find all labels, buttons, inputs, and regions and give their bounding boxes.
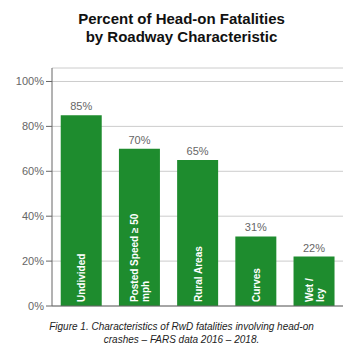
svg-text:0%: 0% — [28, 300, 44, 312]
html-text:by Roadway Characteristic: by Roadway Characteristic — [85, 28, 278, 45]
svg-text:65%: 65% — [187, 145, 209, 157]
html-text:Figure 1. Characteristics of R: Figure 1. Characteristics of RwD fatalit… — [49, 321, 314, 345]
svg-text:Curves: Curves — [250, 268, 261, 302]
svg-text:31%: 31% — [245, 221, 267, 233]
svg-text:Rural Areas: Rural Areas — [192, 246, 203, 302]
svg-text:Posted Speed ≥ 50mph: Posted Speed ≥ 50mph — [128, 213, 150, 302]
svg-text:100%: 100% — [16, 75, 44, 87]
svg-text:85%: 85% — [70, 100, 92, 112]
html-text:Percent of Head-on Fatalities: Percent of Head-on Fatalities — [78, 10, 285, 27]
svg-text:Wet /Icy: Wet /Icy — [303, 278, 325, 302]
svg-text:80%: 80% — [22, 120, 44, 132]
svg-text:22%: 22% — [303, 242, 325, 254]
svg-text:60%: 60% — [22, 165, 44, 177]
svg-text:20%: 20% — [22, 255, 44, 267]
svg-text:40%: 40% — [22, 210, 44, 222]
svg-text:70%: 70% — [128, 134, 150, 146]
svg-text:Undivided: Undivided — [76, 254, 87, 302]
